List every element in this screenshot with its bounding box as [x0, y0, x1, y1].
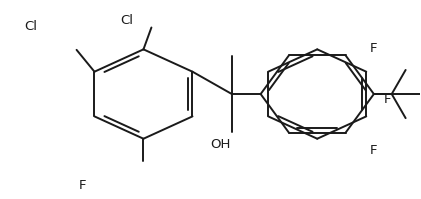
Text: OH: OH [210, 139, 231, 151]
Text: Cl: Cl [24, 20, 37, 33]
Text: F: F [369, 144, 377, 157]
Text: Cl: Cl [121, 14, 133, 27]
Text: F: F [79, 179, 87, 192]
Text: F: F [384, 93, 392, 106]
Text: F: F [369, 42, 377, 55]
